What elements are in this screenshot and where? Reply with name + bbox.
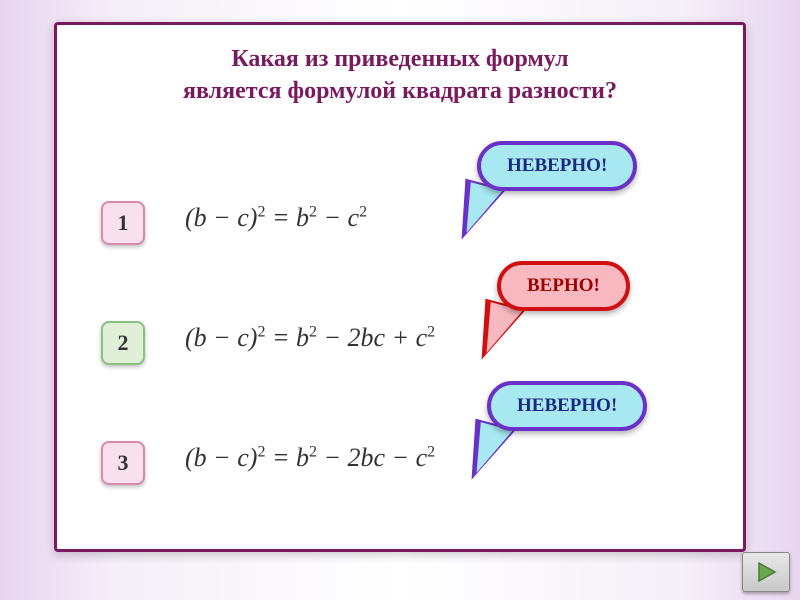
option-1-formula: (b − c)2 = b2 − c2 [185, 203, 367, 233]
option-2-formula: (b − c)2 = b2 − 2bc + c2 [185, 323, 435, 353]
option-3-button[interactable]: 3 [101, 441, 145, 485]
question-text: Какая из приведенных формул является фор… [57, 25, 743, 118]
feedback-3-text: НЕВЕРНО! [517, 395, 617, 416]
option-2-button[interactable]: 2 [101, 321, 145, 365]
option-1-num: 1 [118, 210, 129, 236]
option-1-button[interactable]: 1 [101, 201, 145, 245]
question-line1: Какая из приведенных формул [231, 46, 568, 72]
feedback-2-text: ВЕРНО! [527, 275, 600, 296]
option-3-num: 3 [118, 450, 129, 476]
feedback-bubble-1: НЕВЕРНО! [477, 141, 637, 191]
play-icon [753, 559, 779, 585]
next-button[interactable] [742, 552, 790, 592]
quiz-card: Какая из приведенных формул является фор… [54, 22, 746, 552]
feedback-1-text: НЕВЕРНО! [507, 155, 607, 176]
feedback-bubble-3: НЕВЕРНО! [487, 381, 647, 431]
option-2-num: 2 [118, 330, 129, 356]
feedback-bubble-2: ВЕРНО! [497, 261, 630, 311]
option-3-formula: (b − c)2 = b2 − 2bc − c2 [185, 443, 435, 473]
question-line2: является формулой квадрата разности? [183, 78, 617, 104]
